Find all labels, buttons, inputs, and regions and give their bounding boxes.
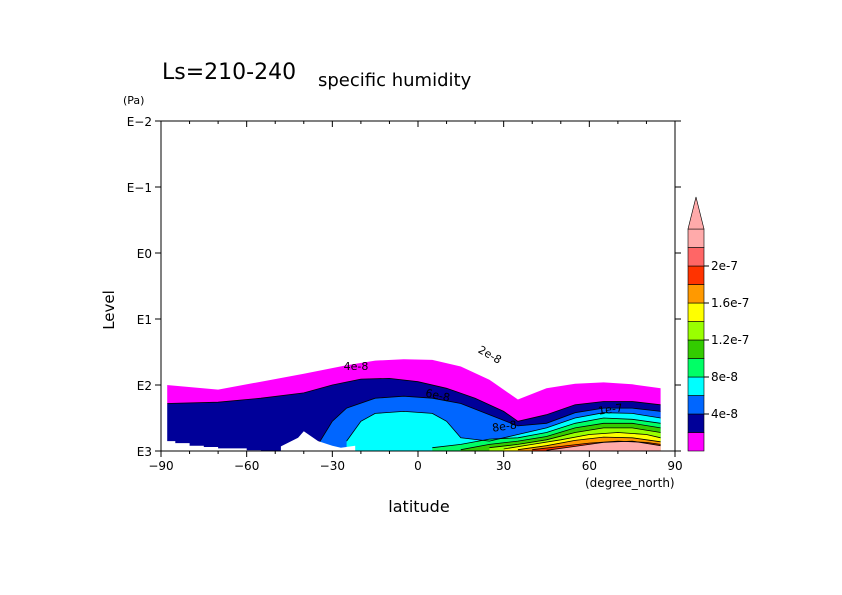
right-blank (660, 121, 675, 451)
contour-line-4e-8 (166, 377, 661, 422)
x-tick-label: 90 (667, 459, 682, 473)
surface-mask (166, 431, 356, 452)
left-blank (161, 121, 168, 451)
contour-line-8e-8 (346, 410, 661, 442)
colorbar: 4e-8 8e-8 1.2e-7 1.6e-7 2e-7 (687, 196, 749, 452)
y-tick-label: E−1 (127, 181, 152, 195)
colorbar-label: 8e-8 (711, 370, 738, 384)
contour-line-1.4e-7 (489, 427, 661, 449)
y-tick-label: E2 (137, 379, 152, 393)
colorbar-swatch (687, 321, 705, 341)
contour-line-1e-7 (432, 417, 661, 449)
colorbar-swatch (687, 265, 705, 285)
contour-line-1.8e-7 (517, 436, 661, 451)
chart-subtitle: specific humidity (318, 70, 472, 91)
x-axis-label: latitude (388, 497, 449, 516)
contour-fill (166, 359, 661, 451)
y-axis: E−2 E−1 E0 E1 E2 E3 (127, 115, 681, 459)
colorbar-swatch (687, 413, 705, 433)
x-tick-label: −30 (320, 459, 345, 473)
chart-title: Ls=210-240 (162, 60, 296, 85)
contour-line-1.2e-7 (460, 422, 661, 451)
contour-label: 8e-8 (491, 418, 517, 434)
colorbar-label: 2e-7 (711, 259, 738, 273)
colorbar-swatch (687, 228, 705, 248)
colorbar-swatch (687, 339, 705, 359)
x-tick-label: −60 (234, 459, 259, 473)
colorbar-label: 1.2e-7 (711, 333, 749, 347)
y-unit-label: (Pa) (123, 94, 144, 107)
y-axis-label: Level (100, 290, 118, 330)
contour-label: 1e-7 (597, 401, 623, 417)
contour-band-2.2e-7 (546, 441, 661, 451)
contour-label: 4e-8 (344, 360, 369, 373)
x-unit-label: (degree_north) (585, 476, 675, 490)
colorbar-swatch (687, 247, 705, 267)
contour-line-2.2e-7 (546, 440, 661, 451)
colorbar-swatch (687, 358, 705, 378)
y-tick-label: E1 (137, 313, 152, 327)
colorbar-swatch (687, 432, 705, 452)
contour-line-6e-8 (317, 395, 661, 445)
contour-line-1.6e-7 (503, 432, 661, 450)
y-tick-label: E3 (137, 445, 152, 459)
colorbar-label: 4e-8 (711, 407, 738, 421)
y-tick-label: E0 (137, 247, 152, 261)
colorbar-extend-arrow (687, 196, 705, 230)
contour-lines (166, 377, 661, 451)
colorbar-swatch (687, 376, 705, 396)
contour-label: 2e-8 (476, 343, 504, 367)
contour-label: 6e-8 (424, 387, 451, 405)
x-tick-label: 30 (496, 459, 511, 473)
x-tick-label: 0 (414, 459, 422, 473)
y-tick-label: E−2 (127, 115, 152, 129)
topography-mask (161, 121, 675, 452)
colorbar-label: 1.6e-7 (711, 296, 749, 310)
x-tick-label: −90 (148, 459, 173, 473)
x-tick-label: 60 (582, 459, 597, 473)
x-axis: −90 −60 −30 0 30 60 90 (148, 121, 683, 473)
colorbar-swatch (687, 302, 705, 322)
colorbar-swatch (687, 284, 705, 304)
colorbar-swatch (687, 395, 705, 415)
